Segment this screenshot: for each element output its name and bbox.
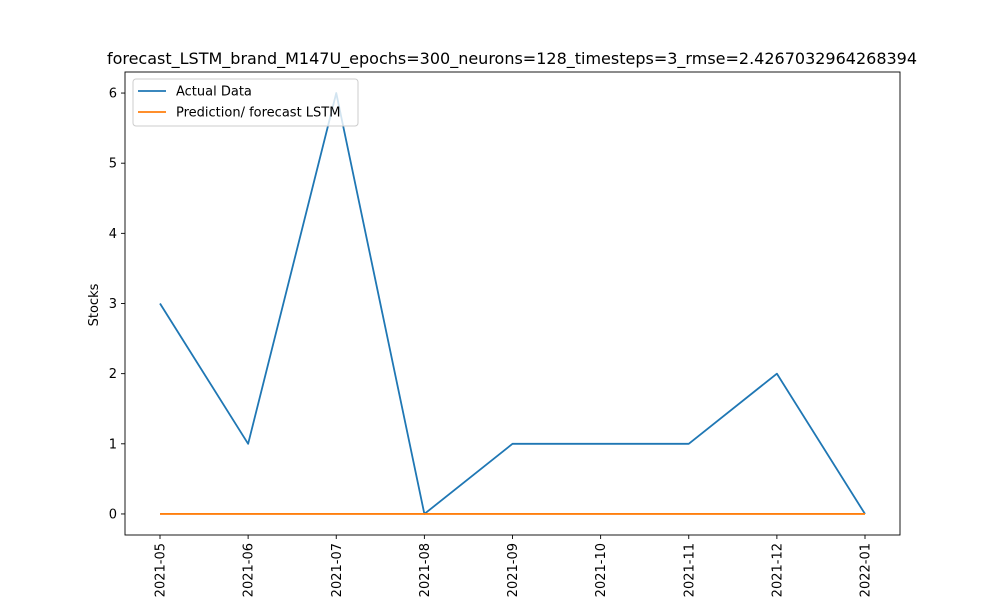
series-group <box>159 92 866 515</box>
chart-title: forecast_LSTM_brand_M147U_epochs=300_neu… <box>107 49 917 69</box>
y-axis: 0 1 2 3 4 5 6 <box>109 87 125 522</box>
x-tick-label: 2021-05 <box>154 543 169 597</box>
y-tick-label: 5 <box>109 157 117 172</box>
x-tick-label: 2021-06 <box>242 543 257 597</box>
plot-frame <box>124 71 901 536</box>
y-tick-label: 1 <box>109 437 117 452</box>
y-tick-label: 4 <box>109 227 117 242</box>
x-tick-label: 2022-01 <box>859 543 874 597</box>
legend-box <box>132 78 359 127</box>
y-tick-label: 0 <box>109 507 117 522</box>
x-tick-label: 2021-10 <box>594 543 609 597</box>
plot-area <box>124 71 901 536</box>
y-axis-label: Stocks <box>87 283 102 326</box>
legend-label: Actual Data <box>176 85 252 100</box>
x-axis: 2021-05 2021-06 2021-07 2021-08 2021-09 2021-… <box>154 535 874 597</box>
legend: Actual Data Prediction/ forecast LSTM <box>132 78 359 127</box>
y-tick-label: 6 <box>109 87 117 102</box>
x-tick-label: 2021-11 <box>682 543 697 597</box>
y-tick-label: 2 <box>109 367 117 382</box>
x-tick-label: 2021-12 <box>770 543 785 597</box>
x-tick-label: 2021-07 <box>330 543 345 597</box>
legend-label: Prediction/ forecast LSTM <box>176 106 340 121</box>
series-line-1 <box>159 92 866 515</box>
x-tick-label: 2021-09 <box>506 543 521 597</box>
x-tick-label: 2021-08 <box>418 543 433 597</box>
y-tick-label: 3 <box>109 297 117 312</box>
